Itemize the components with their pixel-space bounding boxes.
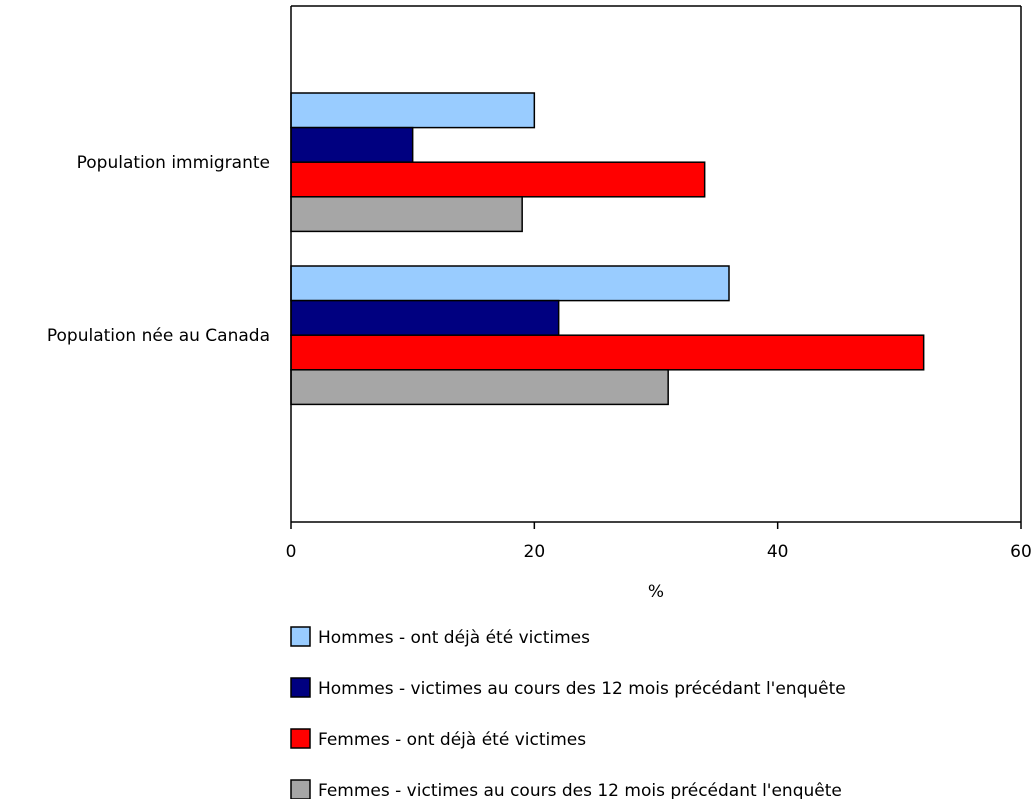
legend: Hommes - ont déjà été victimes Hommes - v… (290, 626, 846, 801)
legend-label: Hommes - victimes au cours des 12 mois p… (318, 679, 846, 699)
x-tick-label: 0 (286, 542, 297, 562)
legend-label: Femmes - ont déjà été victimes (318, 730, 586, 750)
legend-swatch (290, 779, 311, 800)
category-label: Population née au Canada (47, 326, 270, 346)
x-tick-label: 60 (1010, 542, 1032, 562)
legend-label: Femmes - victimes au cours des 12 mois p… (318, 781, 842, 799)
x-axis-label: % (648, 582, 664, 602)
y-axis: Population immigrante Population née au C… (47, 153, 270, 346)
legend-label: Hommes - ont déjà été victimes (318, 628, 590, 648)
bar (290, 92, 536, 129)
x-tick-label: 40 (767, 542, 789, 562)
bar (290, 126, 414, 163)
legend-swatch (290, 626, 311, 647)
legend-swatch (290, 728, 311, 749)
bar (290, 161, 706, 198)
x-axis: 0 20 40 60 (286, 522, 1032, 562)
bar (290, 265, 730, 302)
legend-swatch (290, 677, 311, 698)
bar (290, 299, 560, 336)
bar (290, 196, 523, 233)
plot-frame (290, 5, 1022, 523)
bar (290, 334, 925, 371)
bar (290, 369, 669, 406)
bars-layer (290, 92, 925, 406)
x-tick-label: 20 (524, 542, 546, 562)
category-label: Population immigrante (77, 153, 270, 173)
